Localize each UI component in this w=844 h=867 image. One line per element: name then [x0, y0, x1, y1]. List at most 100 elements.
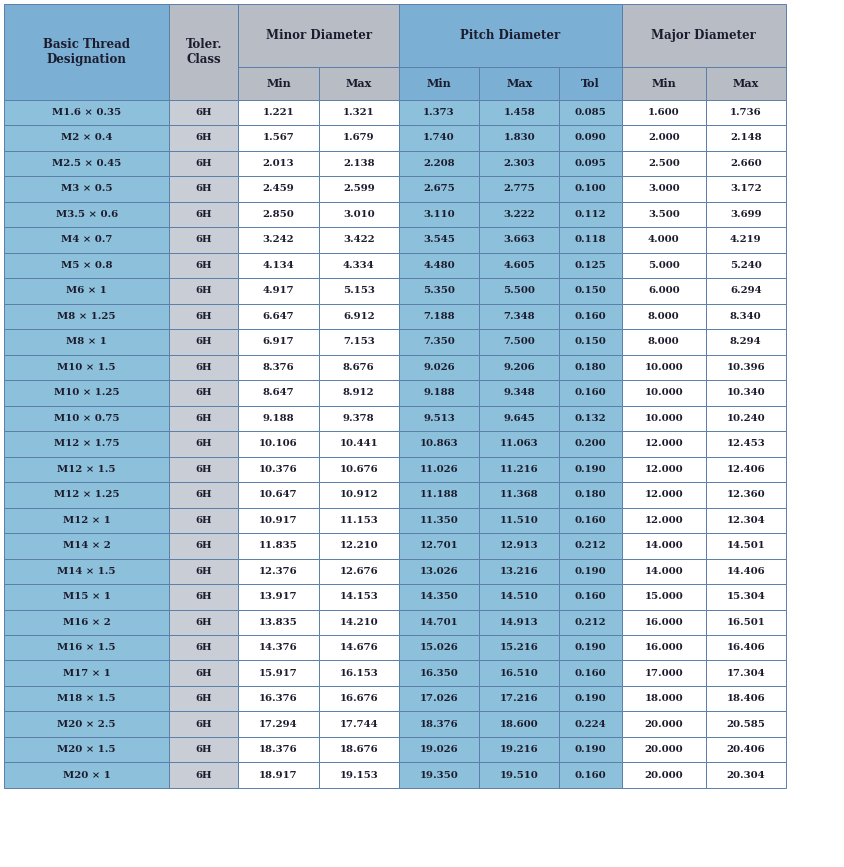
- Bar: [318, 67, 398, 100]
- Bar: [479, 100, 559, 125]
- Bar: [479, 355, 559, 380]
- Text: 6H: 6H: [195, 312, 212, 321]
- Bar: [4, 482, 169, 507]
- Text: 20.304: 20.304: [726, 771, 764, 779]
- Bar: [318, 558, 398, 584]
- Bar: [705, 125, 785, 151]
- Bar: [621, 762, 705, 788]
- Bar: [398, 67, 479, 100]
- Text: 5.500: 5.500: [503, 286, 534, 296]
- Text: 6H: 6H: [195, 210, 212, 218]
- Text: 3.422: 3.422: [343, 236, 374, 244]
- Bar: [479, 762, 559, 788]
- Text: 15.026: 15.026: [419, 643, 457, 652]
- Text: 6.000: 6.000: [647, 286, 679, 296]
- Bar: [238, 355, 318, 380]
- Bar: [398, 635, 479, 661]
- Text: M14 × 2: M14 × 2: [62, 541, 111, 551]
- Text: M18 × 1.5: M18 × 1.5: [57, 694, 116, 703]
- Bar: [4, 635, 169, 661]
- Text: M14 × 1.5: M14 × 1.5: [57, 567, 116, 576]
- Bar: [621, 482, 705, 507]
- Text: 10.396: 10.396: [726, 363, 764, 372]
- Bar: [621, 151, 705, 176]
- Text: M8 × 1: M8 × 1: [66, 337, 107, 346]
- Text: Minor Diameter: Minor Diameter: [265, 29, 371, 42]
- Bar: [621, 431, 705, 457]
- Bar: [705, 482, 785, 507]
- Text: 14.676: 14.676: [339, 643, 377, 652]
- Text: 6H: 6H: [195, 159, 212, 168]
- Bar: [559, 661, 621, 686]
- Bar: [398, 661, 479, 686]
- Text: 9.026: 9.026: [423, 363, 454, 372]
- Text: 8.912: 8.912: [343, 388, 374, 397]
- Bar: [621, 610, 705, 635]
- Bar: [238, 380, 318, 406]
- Bar: [559, 457, 621, 482]
- Bar: [169, 406, 238, 431]
- Text: 1.600: 1.600: [647, 108, 679, 117]
- Text: 3.000: 3.000: [647, 185, 679, 193]
- Text: 19.153: 19.153: [339, 771, 377, 779]
- Bar: [398, 584, 479, 610]
- Text: 2.148: 2.148: [729, 134, 760, 142]
- Text: 0.190: 0.190: [574, 643, 606, 652]
- Bar: [621, 100, 705, 125]
- Text: 12.304: 12.304: [726, 516, 764, 525]
- Text: 0.118: 0.118: [574, 236, 606, 244]
- Text: 17.026: 17.026: [419, 694, 457, 703]
- Text: 7.500: 7.500: [503, 337, 534, 346]
- Bar: [169, 151, 238, 176]
- Text: 11.026: 11.026: [419, 465, 457, 473]
- Bar: [398, 737, 479, 762]
- Text: 1.458: 1.458: [503, 108, 534, 117]
- Text: 3.500: 3.500: [647, 210, 679, 218]
- Bar: [4, 125, 169, 151]
- Bar: [238, 737, 318, 762]
- Bar: [559, 151, 621, 176]
- Text: 16.350: 16.350: [419, 668, 457, 678]
- Text: 9.645: 9.645: [503, 414, 534, 423]
- Bar: [238, 67, 318, 100]
- Bar: [318, 380, 398, 406]
- Text: 6H: 6H: [195, 261, 212, 270]
- Bar: [169, 507, 238, 533]
- Text: 0.190: 0.190: [574, 694, 606, 703]
- Text: Min: Min: [266, 78, 290, 88]
- Text: 6H: 6H: [195, 643, 212, 652]
- Bar: [479, 303, 559, 329]
- Bar: [398, 686, 479, 712]
- Text: 0.132: 0.132: [574, 414, 606, 423]
- Text: M4 × 0.7: M4 × 0.7: [61, 236, 112, 244]
- Bar: [4, 303, 169, 329]
- Bar: [169, 252, 238, 278]
- Bar: [238, 507, 318, 533]
- Text: 10.000: 10.000: [644, 388, 682, 397]
- Bar: [398, 712, 479, 737]
- Bar: [169, 303, 238, 329]
- Bar: [621, 278, 705, 303]
- Text: 0.160: 0.160: [574, 771, 606, 779]
- Text: 0.150: 0.150: [574, 337, 606, 346]
- Text: 4.480: 4.480: [423, 261, 454, 270]
- Text: Max: Max: [506, 78, 532, 88]
- Text: 9.206: 9.206: [503, 363, 534, 372]
- Bar: [398, 329, 479, 355]
- Text: 6.912: 6.912: [343, 312, 374, 321]
- Bar: [705, 507, 785, 533]
- Bar: [479, 635, 559, 661]
- Bar: [4, 737, 169, 762]
- Text: 3.242: 3.242: [262, 236, 294, 244]
- Text: 6H: 6H: [195, 720, 212, 728]
- Bar: [705, 176, 785, 202]
- Bar: [479, 125, 559, 151]
- Bar: [479, 176, 559, 202]
- Bar: [705, 762, 785, 788]
- Text: 16.000: 16.000: [644, 643, 682, 652]
- Text: 3.545: 3.545: [423, 236, 454, 244]
- Bar: [705, 380, 785, 406]
- Bar: [559, 202, 621, 227]
- Text: 16.406: 16.406: [726, 643, 764, 652]
- Text: 14.376: 14.376: [259, 643, 297, 652]
